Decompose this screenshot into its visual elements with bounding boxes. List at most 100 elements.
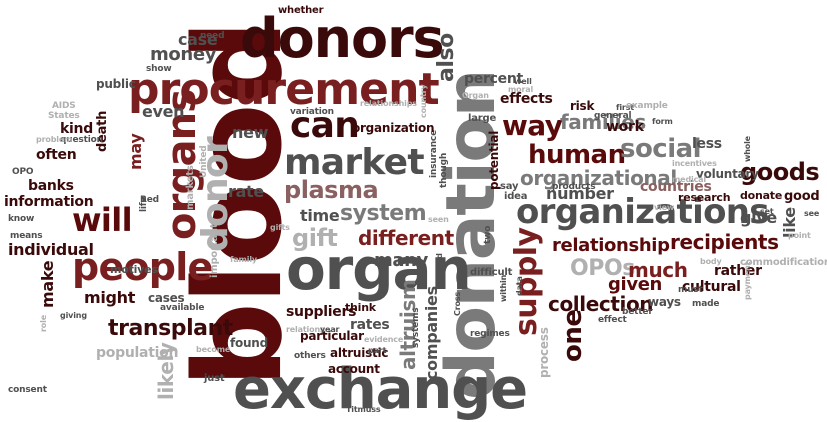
word: relationship	[552, 235, 670, 256]
word: procurement	[128, 64, 440, 115]
word: collection	[548, 292, 654, 316]
word: within	[499, 274, 508, 302]
word: incentives	[672, 159, 717, 168]
word: make	[38, 260, 57, 308]
word: products	[552, 182, 596, 192]
word: two	[483, 225, 493, 244]
word: gifts	[270, 223, 290, 232]
word: time	[300, 206, 340, 225]
word: often	[36, 147, 77, 163]
word: say	[500, 181, 519, 192]
word: relations	[286, 325, 325, 334]
word: available	[160, 303, 205, 313]
word: medical	[672, 175, 706, 184]
word: Red	[140, 195, 159, 205]
word: families	[560, 110, 646, 134]
word: give	[740, 208, 777, 227]
word: organization	[352, 121, 435, 135]
word: Organ	[462, 91, 489, 100]
word: rate	[228, 182, 264, 201]
word: donate	[740, 189, 783, 202]
word: systems	[411, 307, 421, 348]
word: must	[678, 285, 703, 295]
word: human	[528, 140, 626, 170]
word: set	[760, 207, 774, 216]
word: altruistic	[330, 346, 389, 360]
word: form	[652, 117, 673, 126]
word: countries	[640, 179, 712, 195]
word: important	[209, 223, 220, 278]
word: exchange	[233, 357, 528, 422]
word: potential	[487, 130, 501, 190]
word: variation	[290, 107, 334, 117]
word: payment	[743, 261, 752, 300]
word: life	[139, 196, 149, 212]
word: regimes	[470, 329, 510, 339]
word: suppliers	[286, 304, 357, 320]
word: family	[230, 255, 257, 264]
word: made	[692, 299, 720, 309]
word: know	[8, 214, 35, 224]
word: account	[328, 362, 380, 376]
word: also	[434, 33, 459, 82]
word: good	[784, 189, 820, 204]
word: moral	[508, 85, 534, 94]
word: many	[374, 250, 429, 271]
word: risk	[570, 99, 595, 113]
word: cases	[148, 291, 185, 305]
word: OPOs	[570, 256, 635, 281]
word: plasma	[284, 176, 379, 204]
word: others	[294, 351, 326, 361]
word: body	[700, 257, 722, 266]
word: organizations	[516, 192, 770, 232]
word: work	[606, 119, 644, 135]
word: better	[622, 307, 653, 317]
word: less	[692, 136, 722, 152]
word: money	[150, 44, 217, 65]
word: giving	[60, 311, 87, 320]
word: information	[4, 194, 94, 210]
word: well	[514, 77, 532, 86]
word: may	[126, 133, 145, 170]
word: gift	[292, 224, 338, 252]
word: kind	[60, 121, 93, 137]
word: seen	[428, 215, 449, 224]
word: population	[96, 345, 179, 361]
word: organ	[286, 235, 472, 303]
word: social	[620, 134, 702, 164]
word: ways	[648, 295, 681, 309]
word: insurance	[429, 130, 439, 178]
word: evidence	[364, 335, 404, 344]
word: OPO	[12, 167, 34, 177]
word: idea	[504, 191, 528, 202]
word: example	[626, 101, 668, 111]
word: commodification	[740, 257, 827, 268]
word: much	[628, 258, 688, 282]
word: can	[290, 105, 360, 146]
word: Titmuss	[346, 405, 381, 414]
word: transplant	[108, 316, 233, 341]
word: become	[196, 345, 231, 354]
word: might	[84, 288, 136, 307]
word: case	[178, 30, 218, 49]
word: means	[10, 231, 43, 241]
word: way	[502, 109, 563, 142]
word: need	[200, 31, 225, 41]
word: found	[230, 336, 268, 350]
word: problem	[36, 135, 73, 144]
word: consent	[8, 385, 47, 395]
word: goods	[740, 158, 820, 186]
word: companies	[422, 286, 441, 380]
word: country	[419, 84, 428, 119]
word: death	[95, 110, 110, 152]
word: markets	[185, 165, 196, 210]
word: role	[39, 315, 48, 332]
word: Blood	[435, 253, 444, 278]
word: data	[515, 276, 524, 296]
word: voluntary	[696, 167, 759, 181]
word: particular	[300, 329, 364, 343]
word: large	[468, 113, 497, 124]
word: part	[368, 346, 387, 355]
word: percent	[464, 71, 523, 87]
word: States	[48, 111, 80, 121]
